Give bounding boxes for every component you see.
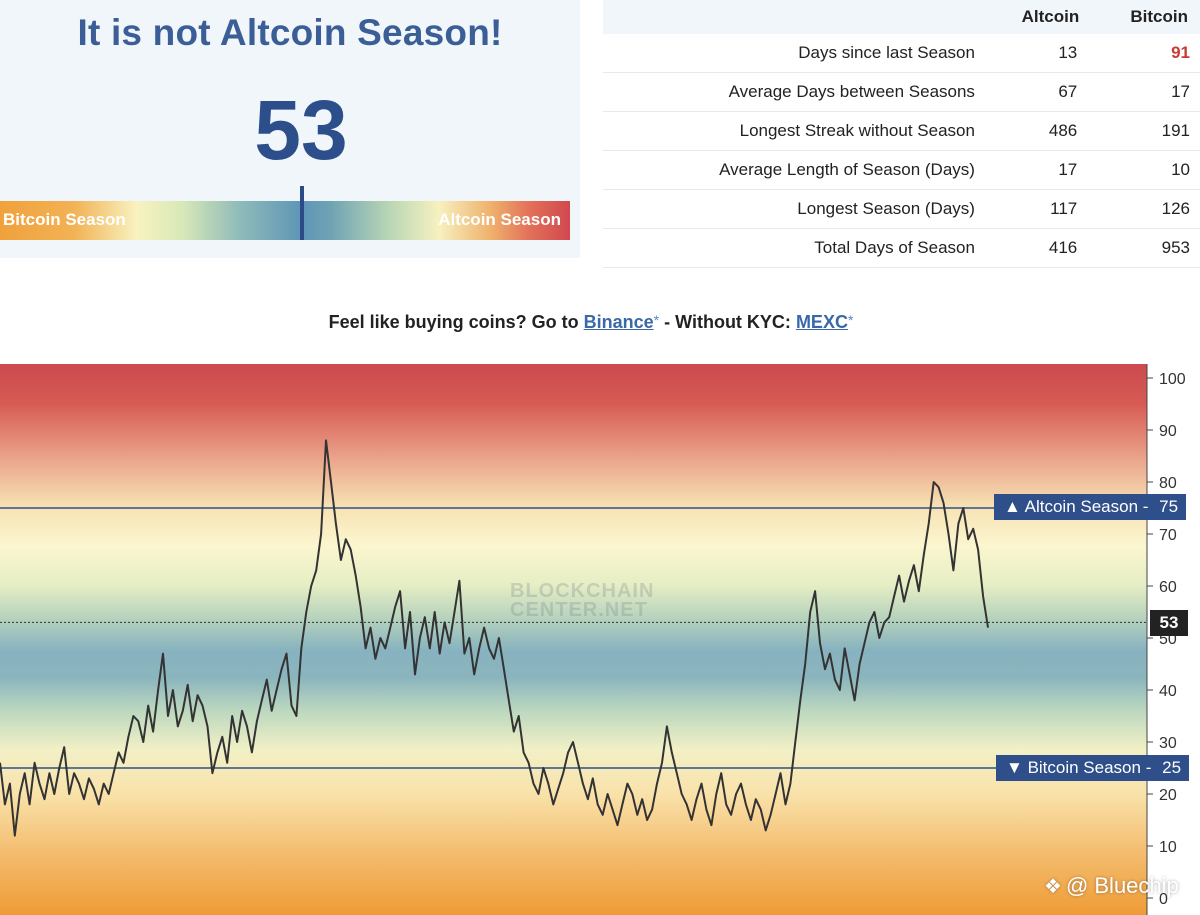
down-triangle-icon: ▼ bbox=[1006, 758, 1023, 777]
y-tick-label: 60 bbox=[1159, 579, 1177, 596]
watermark-line-2: CENTER.NET bbox=[510, 599, 648, 621]
table-row: Average Days between Seasons 67 17 bbox=[603, 72, 1200, 112]
table-header-bitcoin: Bitcoin bbox=[1130, 7, 1188, 26]
binance-affiliate-star: * bbox=[653, 312, 660, 328]
season-stats-table: Altcoin Bitcoin Days since last Season 1… bbox=[603, 0, 1200, 268]
row-bitcoin-value: 91 bbox=[1091, 34, 1200, 73]
bitcoin-season-tag-label: Bitcoin Season bbox=[1027, 758, 1141, 777]
table-header-label bbox=[603, 0, 999, 34]
bitcoin-season-tag-value: 25 bbox=[1162, 758, 1182, 777]
credit-text: @ Bluechip bbox=[1065, 873, 1179, 898]
table-row: Average Length of Season (Days) 17 10 bbox=[603, 150, 1200, 190]
row-label: Average Days between Seasons bbox=[603, 72, 999, 112]
row-bitcoin-value: 191 bbox=[1091, 111, 1200, 151]
row-label: Total Days of Season bbox=[603, 228, 999, 268]
altcoin-season-index-value: 53 bbox=[254, 83, 348, 177]
gauge-current-marker bbox=[300, 186, 305, 240]
y-tick-label: 80 bbox=[1159, 475, 1177, 492]
season-color-band bbox=[0, 364, 1147, 915]
row-altcoin-value: 117 bbox=[998, 189, 1092, 229]
y-tick-label: 0 bbox=[1159, 891, 1168, 908]
row-bitcoin-value: 17 bbox=[1091, 72, 1200, 112]
binance-logo-icon: ❖ bbox=[1044, 876, 1062, 898]
season-status-title: It is not Altcoin Season! bbox=[77, 12, 503, 53]
reference-lines bbox=[0, 507, 1147, 769]
row-bitcoin-value: 953 bbox=[1091, 228, 1200, 268]
row-altcoin-value: 17 bbox=[998, 150, 1092, 190]
watermark-line-1: BLOCKCHAIN bbox=[510, 580, 655, 602]
row-altcoin-value: 67 bbox=[998, 72, 1092, 112]
y-tick-label: 90 bbox=[1159, 423, 1177, 440]
season-status-panel: It is not Altcoin Season! 53 Bitcoin Sea… bbox=[0, 0, 580, 258]
y-tick-label: 70 bbox=[1159, 527, 1177, 544]
altcoin-season-threshold-tag: ▲ Altcoin Season - 75 bbox=[994, 494, 1187, 520]
mexc-link[interactable]: MEXC bbox=[795, 312, 848, 332]
table-row: Longest Season (Days) 117 126 bbox=[603, 189, 1200, 229]
season-gauge-bar: Bitcoin Season Altcoin Season bbox=[0, 201, 570, 240]
gauge-bitcoin-season-label: Bitcoin Season bbox=[3, 210, 126, 229]
row-label: Average Length of Season (Days) bbox=[603, 150, 999, 190]
row-altcoin-value: 13 bbox=[998, 34, 1092, 73]
table-row: Total Days of Season 416 953 bbox=[603, 228, 1200, 268]
y-tick-label: 30 bbox=[1159, 735, 1177, 752]
watermark-text: BLOCKCHAIN CENTER.NET bbox=[510, 580, 655, 621]
table-row: Longest Streak without Season 486 191 bbox=[603, 111, 1200, 151]
current-value-tag: 53 bbox=[1150, 610, 1188, 636]
gauge-altcoin-season-label: Altcoin Season bbox=[438, 210, 561, 229]
row-label: Longest Streak without Season bbox=[603, 111, 999, 151]
altcoin-season-tag-label: Altcoin Season bbox=[1024, 497, 1139, 516]
row-label: Longest Season (Days) bbox=[603, 189, 999, 229]
table-header-altcoin: Altcoin bbox=[1021, 7, 1080, 26]
row-bitcoin-value: 126 bbox=[1091, 189, 1200, 229]
row-altcoin-value: 486 bbox=[998, 111, 1092, 151]
promo-prefix-text: Feel like buying coins? Go to bbox=[328, 312, 584, 332]
y-tick-label: 40 bbox=[1159, 683, 1177, 700]
altcoin-season-index-chart[interactable]: 0 10 20 30 40 50 60 70 80 90 100 bbox=[0, 364, 1200, 915]
up-triangle-icon: ▲ bbox=[1004, 497, 1021, 516]
bitcoin-season-threshold-tag: ▼ Bitcoin Season - 25 bbox=[996, 755, 1190, 781]
promo-middle-text: - Without KYC: bbox=[659, 312, 796, 332]
tag-separator: - bbox=[1142, 497, 1149, 516]
y-tick-label: 100 bbox=[1159, 371, 1186, 388]
image-credit: ❖ @ Bluechip bbox=[1044, 873, 1179, 899]
promo-line: Feel like buying coins? Go to Binance* -… bbox=[0, 312, 1182, 333]
row-bitcoin-value: 10 bbox=[1091, 150, 1200, 190]
table-row: Days since last Season 13 91 bbox=[603, 34, 1200, 73]
altcoin-season-tag-value: 75 bbox=[1159, 497, 1179, 516]
tag-separator: - bbox=[1145, 758, 1152, 777]
mexc-affiliate-star: * bbox=[847, 312, 854, 328]
row-label: Days since last Season bbox=[603, 34, 999, 73]
binance-link[interactable]: Binance bbox=[583, 312, 654, 332]
y-tick-label: 20 bbox=[1159, 787, 1177, 804]
row-altcoin-value: 416 bbox=[998, 228, 1092, 268]
y-tick-label: 10 bbox=[1159, 839, 1177, 856]
table-header-row: Altcoin Bitcoin bbox=[603, 0, 1200, 34]
series-line-altcoin-season-index[interactable] bbox=[0, 439, 989, 837]
